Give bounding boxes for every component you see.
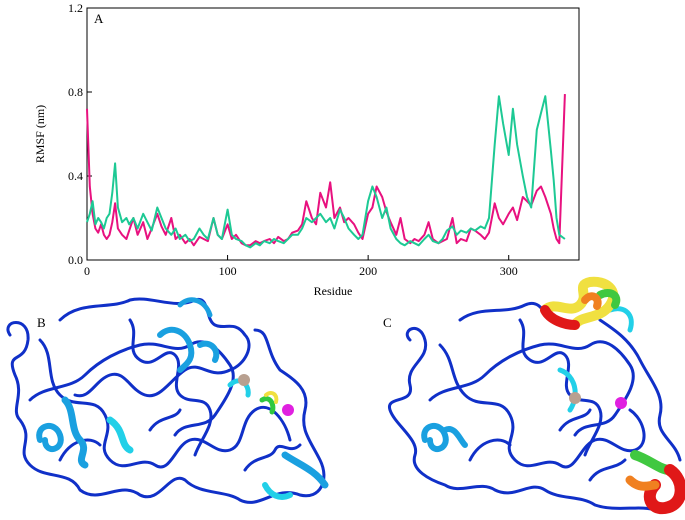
y-tick-label: 0.4 xyxy=(68,169,83,183)
flexible-loop xyxy=(596,289,621,309)
ligand-atom xyxy=(569,392,581,404)
x-tick-label: 0 xyxy=(84,264,90,278)
x-tick-label: 100 xyxy=(219,264,237,278)
metal-atom xyxy=(282,404,294,416)
flexible-loop xyxy=(177,297,213,318)
panel-label-b: B xyxy=(37,315,46,330)
rmsf-chart: A 0.0 0.4 0.8 1.2 0 100 200 300 RMSF (nm) Resi… xyxy=(33,1,580,298)
flexible-loop xyxy=(36,423,64,452)
backbone-tube xyxy=(58,408,302,472)
flexible-loop xyxy=(540,305,580,330)
flexible-loop xyxy=(625,475,660,491)
flexible-loop xyxy=(643,464,685,515)
flexible-loop xyxy=(581,292,602,310)
x-axis-label: Residue xyxy=(314,284,353,298)
series-line-1 xyxy=(86,94,566,247)
backbone-tube xyxy=(468,408,627,482)
backbone-tube xyxy=(428,340,635,437)
y-axis: 0.0 0.4 0.8 1.2 xyxy=(68,1,92,267)
ligand-atom xyxy=(238,374,250,386)
y-tick-label: 1.2 xyxy=(68,1,83,15)
backbone-tube xyxy=(28,340,235,437)
flexible-loop xyxy=(607,306,634,333)
metal-atom xyxy=(615,397,627,409)
structure-c: C xyxy=(383,276,685,515)
backbone-tube xyxy=(38,338,292,469)
flexible-loop xyxy=(281,451,329,489)
flexible-loop xyxy=(557,367,578,413)
x-tick-label: 200 xyxy=(359,264,377,278)
panel-label-c: C xyxy=(383,315,392,330)
series-line-2 xyxy=(86,95,566,249)
flexible-loop xyxy=(157,326,195,373)
x-axis: 0 100 200 300 xyxy=(84,255,518,278)
flexible-loop xyxy=(259,396,276,415)
y-tick-label: 0.8 xyxy=(68,85,83,99)
x-tick-label: 300 xyxy=(500,264,518,278)
flexible-loop xyxy=(540,276,619,330)
panel-label-a: A xyxy=(94,11,104,26)
flexible-loop xyxy=(61,396,89,469)
flexible-loop xyxy=(264,391,279,404)
backbone-tube xyxy=(438,343,646,469)
flexible-loop xyxy=(106,416,134,454)
backbone-tube xyxy=(58,297,251,398)
backbone-tube xyxy=(518,318,603,457)
flexible-loop xyxy=(421,423,468,452)
y-tick-label: 0.0 xyxy=(68,253,83,267)
flexible-loop xyxy=(197,340,220,363)
backbone-tube xyxy=(128,318,213,457)
y-axis-label: RMSF (nm) xyxy=(33,105,47,163)
structure-b: B xyxy=(6,297,329,504)
backbone-tube xyxy=(6,321,326,504)
series-lines xyxy=(86,94,566,249)
flexible-loop xyxy=(262,482,293,500)
backbone-tube xyxy=(388,327,657,512)
